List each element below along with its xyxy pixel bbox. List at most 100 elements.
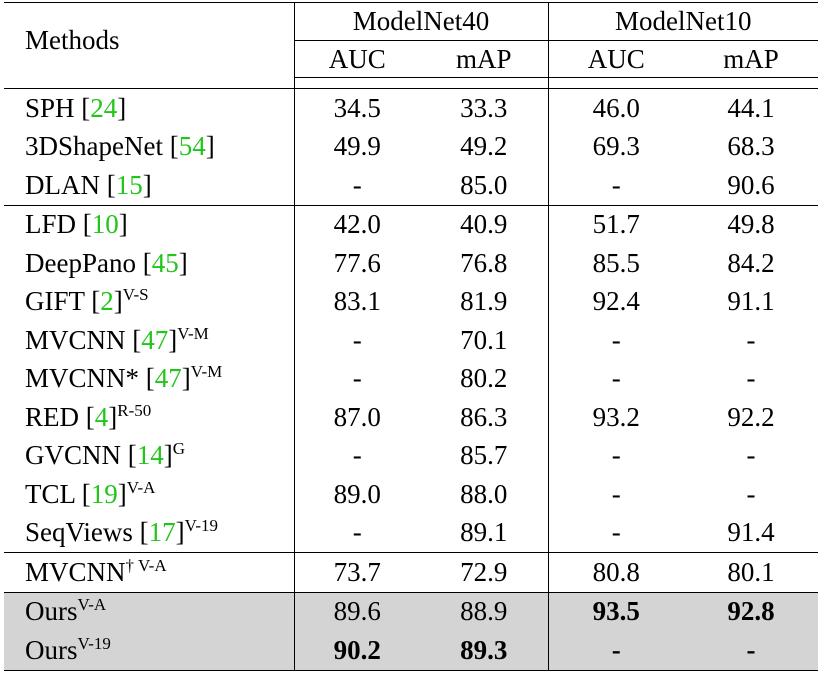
method-name: 3DShapeNet [54] bbox=[4, 127, 295, 166]
table-row: SPH [24] 34.5 33.3 46.0 44.1 bbox=[4, 88, 818, 128]
method-name: MVCNN† V-A bbox=[4, 552, 295, 592]
header-auc-40: AUC bbox=[294, 40, 420, 78]
method-name: DeepPano [45] bbox=[4, 244, 295, 283]
method-superscript: † V-A bbox=[125, 555, 167, 575]
method-superscript: V-S bbox=[122, 285, 149, 305]
table-row: MVCNN [47]V-M - 70.1 - - bbox=[4, 321, 818, 360]
table-row-highlighted: OursV-19 90.2 89.3 - - bbox=[4, 631, 819, 671]
citation: 17 bbox=[148, 517, 176, 548]
table-row: DLAN [15] - 85.0 - 90.6 bbox=[4, 166, 818, 205]
cell-map-10: 68.3 bbox=[727, 131, 775, 162]
header-map-40: mAP bbox=[420, 40, 549, 78]
cell-auc-10: - bbox=[547, 475, 685, 514]
cell-map-40: 86.3 bbox=[460, 401, 508, 432]
method-superscript: V-M bbox=[190, 362, 223, 382]
citation: 47 bbox=[154, 363, 182, 394]
method-superscript: V-A bbox=[126, 477, 156, 497]
citation: 14 bbox=[136, 440, 164, 471]
header-map-10: mAP bbox=[684, 40, 819, 78]
results-table: Methods ModelNet40 ModelNet10 AUC mAP AU… bbox=[4, 2, 819, 671]
method-name: GIFT [2]V-S bbox=[4, 282, 295, 321]
cell-map-10: 92.8 bbox=[684, 591, 819, 631]
cell-map-40: 33.3 bbox=[460, 92, 508, 123]
header-row-1: Methods ModelNet40 ModelNet10 bbox=[4, 2, 819, 78]
table-row: MVCNN* [47]V-M - 80.2 - - bbox=[4, 359, 818, 398]
cell-auc-10: - bbox=[547, 631, 685, 671]
cell-auc-40: - bbox=[352, 440, 362, 471]
citation: 15 bbox=[115, 169, 143, 200]
cell-auc-40: 77.6 bbox=[333, 247, 381, 278]
cell-auc-10: - bbox=[547, 513, 685, 553]
cell-map-40: 80.2 bbox=[460, 363, 508, 394]
cell-map-10: - bbox=[684, 631, 819, 671]
cell-auc-10: 80.8 bbox=[547, 552, 685, 592]
cell-map-40: 89.1 bbox=[460, 517, 508, 548]
table-row-highlighted: OursV-A 89.6 88.9 93.5 92.8 bbox=[4, 591, 819, 631]
cell-auc-40: - bbox=[352, 324, 362, 355]
citation: 10 bbox=[91, 209, 119, 240]
method-superscript: V-19 bbox=[184, 516, 219, 536]
cell-map-40: 85.7 bbox=[460, 440, 508, 471]
cell-map-10: 91.1 bbox=[727, 286, 775, 317]
cell-map-40: 88.9 bbox=[420, 591, 549, 631]
cell-map-40: 70.1 bbox=[460, 324, 508, 355]
table-row: LFD [10] 42.0 40.9 51.7 49.8 bbox=[4, 204, 819, 244]
table-row: 3DShapeNet [54] 49.9 49.2 69.3 68.3 bbox=[4, 127, 818, 166]
table-row: SeqViews [17]V-19 - 89.1 - 91.4 bbox=[4, 513, 818, 553]
table-row: DeepPano [45] 77.6 76.8 85.5 84.2 bbox=[4, 244, 818, 283]
method-superscript: V-M bbox=[177, 323, 209, 343]
method-name: TCL [19]V-A bbox=[4, 475, 295, 514]
citation: 24 bbox=[90, 92, 118, 123]
method-superscript: G bbox=[172, 439, 186, 459]
cell-map-40: 81.9 bbox=[460, 286, 508, 317]
method-name: RED [4]R-50 bbox=[4, 398, 295, 437]
method-name: OursV-19 bbox=[4, 631, 295, 671]
header-modelnet40: ModelNet40 bbox=[294, 2, 549, 41]
table-row: TCL [19]V-A 89.0 88.0 - - bbox=[4, 475, 818, 514]
method-name: LFD [10] bbox=[4, 204, 295, 244]
header-gap bbox=[4, 77, 819, 89]
header-row-2: AUC mAP AUC mAP bbox=[4, 40, 819, 78]
citation: 19 bbox=[90, 478, 118, 509]
cell-auc-10: - bbox=[547, 359, 685, 398]
cell-auc-40: - bbox=[352, 363, 362, 394]
cell-auc-40: 34.5 bbox=[333, 92, 381, 123]
cell-auc-10: 46.0 bbox=[547, 88, 685, 128]
cell-auc-10: 93.2 bbox=[547, 398, 685, 437]
citation: 54 bbox=[178, 131, 206, 162]
cell-map-40: 76.8 bbox=[460, 247, 508, 278]
cell-map-10: 92.2 bbox=[727, 401, 775, 432]
cell-auc-10: 92.4 bbox=[547, 282, 685, 321]
method-name: GVCNN [14]G bbox=[4, 436, 295, 475]
cell-map-40: 40.9 bbox=[420, 204, 549, 244]
cell-map-10: 44.1 bbox=[727, 92, 775, 123]
cell-map-40: 85.0 bbox=[460, 169, 508, 200]
cell-map-10: - bbox=[746, 363, 756, 394]
cell-auc-40: 87.0 bbox=[333, 401, 381, 432]
citation: 2 bbox=[100, 286, 114, 317]
cell-auc-40: 73.7 bbox=[294, 552, 420, 592]
cell-auc-40: - bbox=[352, 517, 362, 548]
table-row: RED [4]R-50 87.0 86.3 93.2 92.2 bbox=[4, 398, 818, 437]
method-name: MVCNN* [47]V-M bbox=[4, 359, 295, 398]
cell-auc-10: 93.5 bbox=[547, 591, 685, 631]
cell-auc-40: - bbox=[352, 169, 362, 200]
cell-auc-40: 89.0 bbox=[333, 478, 381, 509]
cell-map-40: 89.3 bbox=[420, 631, 549, 671]
cell-auc-10: - bbox=[547, 321, 685, 360]
header-auc-10: AUC bbox=[547, 40, 685, 78]
table-row: MVCNN† V-A 73.7 72.9 80.8 80.1 bbox=[4, 552, 819, 592]
cell-map-10: 49.8 bbox=[684, 204, 819, 244]
method-name: SPH [24] bbox=[4, 88, 295, 128]
cell-auc-10: - bbox=[547, 166, 685, 205]
cell-map-10: - bbox=[746, 478, 756, 509]
table-row: GIFT [2]V-S 83.1 81.9 92.4 91.1 bbox=[4, 282, 818, 321]
cell-map-10: 80.1 bbox=[684, 552, 819, 592]
header-methods: Methods bbox=[4, 2, 295, 78]
citation: 45 bbox=[151, 247, 179, 278]
method-name: MVCNN [47]V-M bbox=[4, 321, 295, 360]
cell-auc-10: - bbox=[547, 436, 685, 475]
cell-map-10: 90.6 bbox=[727, 169, 775, 200]
cell-auc-10: 85.5 bbox=[547, 244, 685, 283]
cell-map-40: 88.0 bbox=[460, 478, 508, 509]
